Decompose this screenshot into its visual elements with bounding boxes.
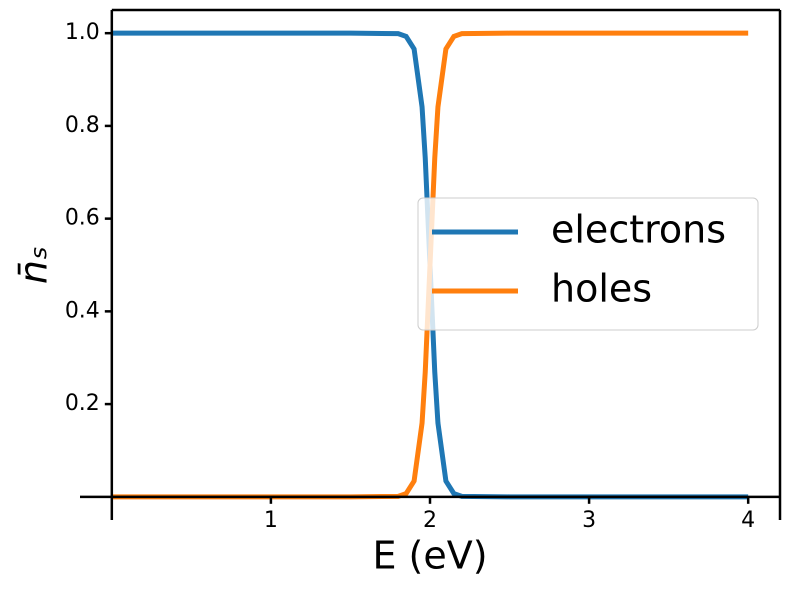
x-tick-label: 1 bbox=[264, 508, 278, 533]
y-tick-label: 0.2 bbox=[65, 391, 100, 416]
legend-label: electrons bbox=[551, 208, 726, 252]
x-tick-label: 4 bbox=[741, 508, 755, 533]
legend-label: holes bbox=[551, 267, 652, 311]
y-axis-label: n̄ₛ bbox=[12, 246, 56, 284]
x-tick-label: 2 bbox=[423, 508, 437, 533]
x-tick-label: 3 bbox=[582, 508, 596, 533]
y-tick-label: 0.8 bbox=[65, 113, 100, 138]
x-axis-label: E (eV) bbox=[372, 534, 487, 578]
y-tick-label: 1.0 bbox=[65, 20, 100, 45]
y-tick-label: 0.4 bbox=[65, 298, 100, 323]
y-tick-label: 0.6 bbox=[65, 206, 100, 231]
